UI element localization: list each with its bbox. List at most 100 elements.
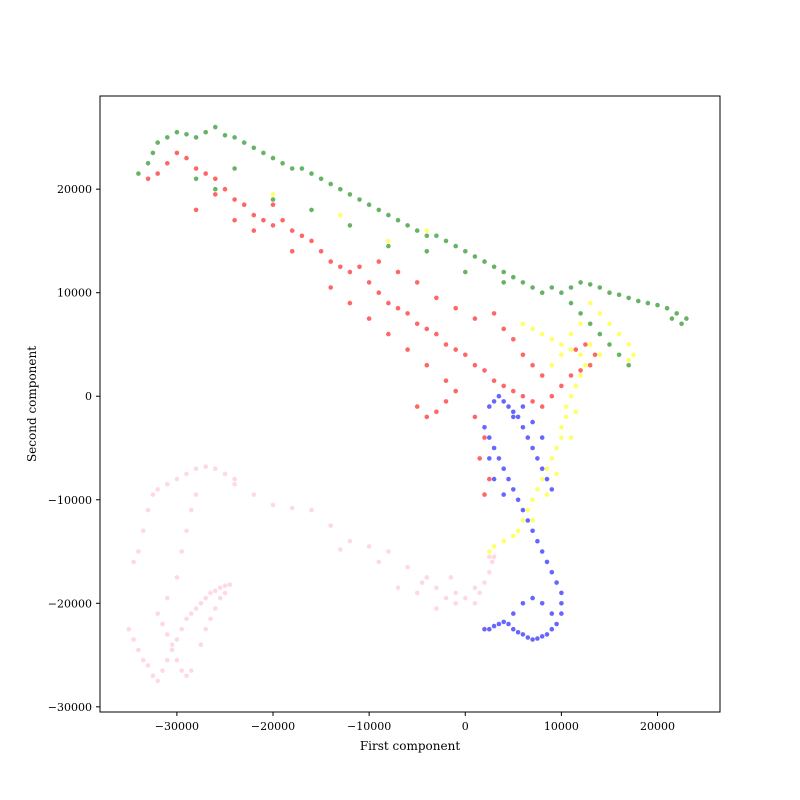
data-point [223, 133, 228, 138]
data-point [473, 601, 478, 606]
data-point [487, 554, 492, 559]
data-point [463, 353, 468, 358]
data-point [175, 130, 180, 135]
data-point [155, 679, 160, 684]
data-point [223, 583, 228, 588]
data-point [309, 239, 314, 244]
data-point [670, 316, 675, 321]
data-point [141, 658, 146, 663]
data-point [319, 249, 324, 254]
data-point [598, 285, 603, 290]
data-point [497, 622, 502, 627]
x-tick-label: −30000 [155, 720, 199, 733]
data-point [131, 560, 136, 565]
data-point [386, 549, 391, 554]
data-point [554, 446, 559, 451]
data-point [261, 151, 266, 156]
data-point [453, 347, 458, 352]
data-point [564, 415, 569, 420]
data-point [425, 415, 430, 420]
data-point [396, 586, 401, 591]
data-point [564, 404, 569, 409]
data-point [492, 265, 497, 270]
data-point [526, 508, 531, 513]
data-point [338, 547, 343, 552]
data-point [252, 146, 257, 151]
data-point [540, 332, 545, 337]
data-point [550, 570, 555, 575]
points-layer [127, 125, 689, 683]
data-point [535, 456, 540, 461]
data-point [338, 265, 343, 270]
data-point [184, 674, 189, 679]
data-point [482, 627, 487, 632]
data-point [348, 301, 353, 306]
data-point [218, 586, 223, 591]
data-point [578, 311, 583, 316]
data-point [232, 482, 237, 487]
data-point [578, 322, 583, 327]
data-point [136, 648, 141, 653]
data-point [540, 549, 545, 554]
data-point [405, 347, 410, 352]
data-point [540, 435, 545, 440]
data-point [550, 285, 555, 290]
data-point [415, 322, 420, 327]
data-point [165, 596, 170, 601]
data-point [232, 197, 237, 202]
data-point [511, 611, 516, 616]
data-point [213, 606, 218, 611]
data-point [617, 353, 622, 358]
data-point [232, 477, 237, 482]
data-point [184, 132, 189, 137]
data-point [136, 549, 141, 554]
data-point [511, 410, 516, 415]
y-axis: −30000 −20000 −10000 0 10000 20000 [48, 183, 100, 714]
data-point [434, 234, 439, 239]
data-point [271, 197, 276, 202]
data-point [179, 627, 184, 632]
data-point [223, 472, 228, 477]
data-point [434, 410, 439, 415]
data-point [228, 582, 233, 587]
data-point [328, 182, 333, 187]
data-point [636, 299, 641, 304]
data-point [559, 601, 564, 606]
data-point [540, 477, 545, 482]
data-point [554, 622, 559, 627]
data-point [521, 601, 526, 606]
y-tick-label: −20000 [48, 597, 92, 610]
data-point [434, 586, 439, 591]
data-point [357, 197, 362, 202]
data-point [521, 353, 526, 358]
data-point [420, 580, 425, 585]
data-point [405, 565, 410, 570]
data-point [146, 508, 151, 513]
data-point [377, 560, 382, 565]
data-point [348, 223, 353, 228]
data-point [646, 301, 651, 306]
data-point [367, 544, 372, 549]
data-point [473, 363, 478, 368]
data-point [357, 265, 362, 270]
data-point [434, 606, 439, 611]
data-point [482, 435, 487, 440]
data-point [545, 560, 550, 565]
data-point [348, 539, 353, 544]
data-point [569, 332, 574, 337]
data-point [473, 254, 478, 259]
data-point [165, 161, 170, 166]
data-point [328, 259, 333, 264]
data-point [665, 306, 670, 311]
data-point [521, 508, 526, 513]
data-point [501, 280, 506, 285]
data-point [540, 290, 545, 295]
data-point [155, 171, 160, 176]
data-point [136, 171, 141, 176]
data-point [473, 316, 478, 321]
data-point [280, 161, 285, 166]
data-point [545, 632, 550, 637]
data-point [280, 218, 285, 223]
